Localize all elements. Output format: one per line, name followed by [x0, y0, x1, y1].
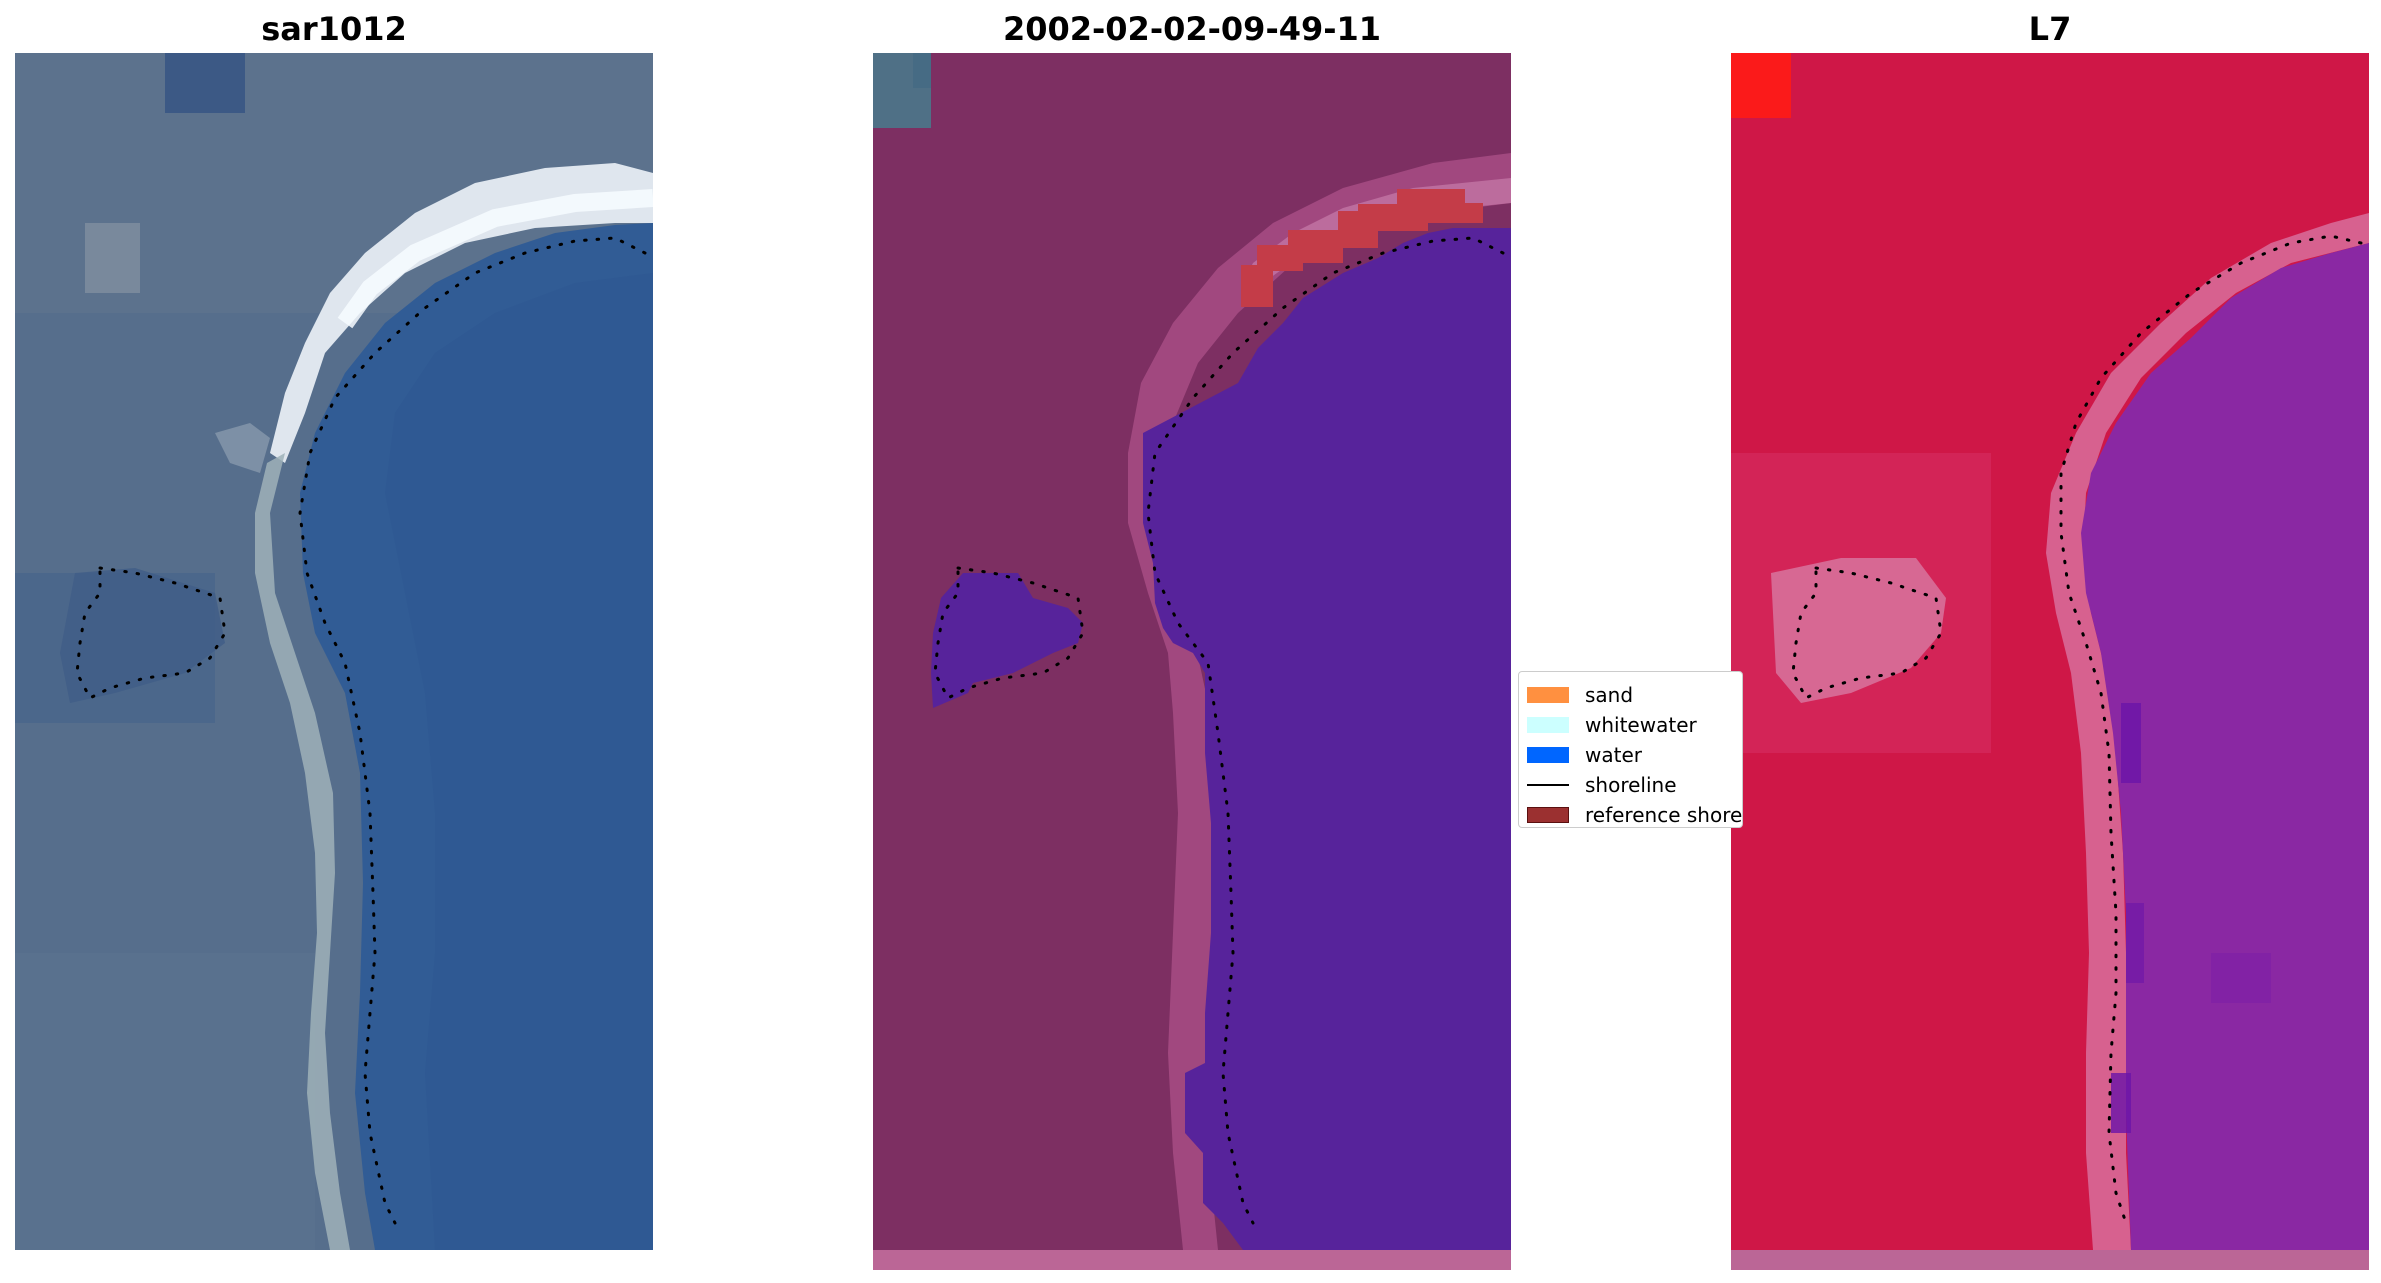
panel-title-falsecolor: L7	[2028, 10, 2072, 48]
legend-item-sand: sand	[1527, 681, 1633, 709]
legend-label-shoreline: shoreline	[1585, 773, 1677, 797]
legend-item-shoreline: shoreline	[1527, 771, 1677, 799]
legend-label-sand: sand	[1585, 683, 1634, 707]
falsecolor-image-panel	[1731, 53, 2369, 1270]
legend-item-reference-shoreline: reference shoreline buffer	[1527, 801, 1743, 827]
legend-item-whitewater: whitewater	[1527, 711, 1697, 739]
legend-swatch-sand	[1527, 687, 1569, 703]
legend: sand whitewater water shoreline referenc…	[1518, 671, 1743, 828]
falsecolor-image	[1731, 53, 2369, 1270]
legend-line-shoreline	[1527, 784, 1569, 786]
legend-label-water: water	[1585, 743, 1642, 767]
legend-item-water: water	[1527, 741, 1642, 769]
legend-label-reference-shoreline: reference shoreline buffer	[1585, 803, 1743, 827]
classified-image-panel	[873, 53, 1511, 1270]
rgb-image-panel	[15, 53, 653, 1250]
legend-label-whitewater: whitewater	[1585, 713, 1697, 737]
panel-title-rgb: sar1012	[261, 10, 407, 48]
panel-title-classified: 2002-02-02-09-49-11	[1002, 10, 1382, 48]
rgb-shoreline	[75, 236, 647, 1225]
legend-swatch-water	[1527, 747, 1569, 763]
falsecolor-shoreline	[1791, 234, 2363, 1225]
legend-swatch-whitewater	[1527, 717, 1569, 733]
legend-swatch-reference-shoreline	[1527, 807, 1569, 823]
rgb-image	[15, 53, 653, 1250]
classified-image	[873, 53, 1511, 1270]
classified-shoreline	[933, 236, 1505, 1225]
